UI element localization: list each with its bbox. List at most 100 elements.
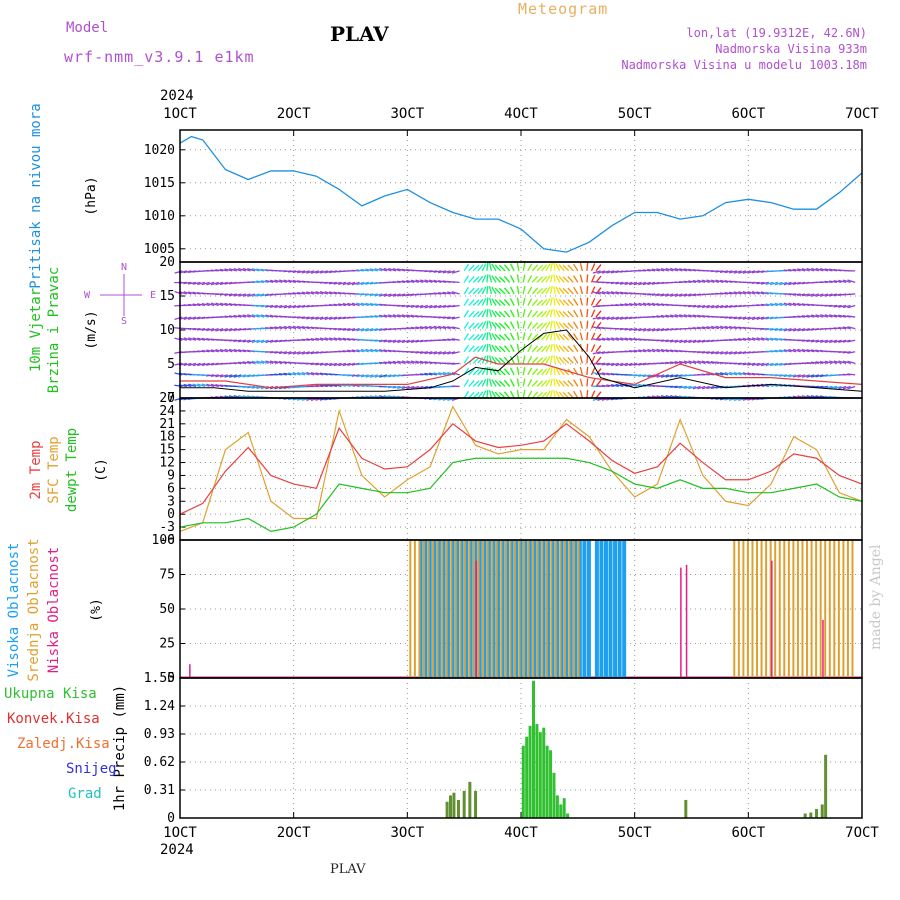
low-cloud-bar	[680, 567, 682, 678]
wind-barb	[706, 304, 715, 309]
wind-barb	[720, 325, 729, 330]
wind-barb	[601, 337, 610, 341]
wind-barb	[706, 351, 715, 355]
wind-barb	[801, 315, 810, 318]
wind-barb	[174, 337, 183, 341]
wind-barb	[820, 339, 829, 343]
pressure-title: Pritisak na nivou mora	[28, 103, 44, 288]
wind-barb	[477, 322, 484, 330]
y-tick-label: 10	[159, 323, 175, 338]
wind-barb	[301, 351, 310, 355]
wind-barb	[256, 339, 265, 344]
wind-barb	[197, 362, 206, 367]
wind-barb	[647, 268, 656, 272]
wind-barb	[760, 281, 769, 285]
mid-cloud-bar	[778, 540, 781, 678]
wind-barb	[624, 327, 633, 331]
wind-barb	[629, 302, 638, 307]
wind-barb	[324, 270, 333, 274]
wind-barb	[333, 316, 342, 320]
wind-barb	[378, 328, 388, 332]
high-cloud-bar	[608, 540, 613, 678]
wind-barb	[522, 320, 526, 329]
wind-barb	[842, 360, 851, 364]
mid-cloud-bar	[418, 540, 421, 678]
wind-barb	[351, 328, 360, 332]
wind-barb	[392, 360, 401, 364]
wind-barb	[549, 355, 553, 364]
wind-barb	[477, 310, 484, 318]
wind-barb	[429, 351, 438, 355]
y-tick-label: 0	[167, 391, 175, 406]
wind-barb	[351, 281, 360, 286]
wind-barb	[265, 339, 274, 344]
wind-barb	[174, 270, 183, 274]
wind-barb	[333, 291, 342, 295]
wind-barb	[742, 372, 751, 376]
wind-barb	[387, 385, 397, 389]
wind-barb	[228, 293, 237, 297]
wind-barb	[810, 385, 819, 388]
wind-barb	[660, 293, 669, 297]
wind-barb	[540, 356, 548, 364]
wind-barb	[201, 337, 210, 341]
wind-barb	[351, 302, 360, 307]
wind-barb	[360, 328, 369, 332]
wind-barb	[328, 270, 338, 274]
pressure-unit: (hPa)	[84, 176, 99, 215]
mid-cloud-bar	[810, 540, 813, 678]
wind-barb	[579, 320, 584, 329]
wind-barb	[197, 337, 206, 341]
wind-barb	[306, 351, 315, 355]
wind-barb	[498, 299, 506, 306]
wind-barb	[488, 378, 493, 387]
wind-barb	[801, 303, 810, 307]
wind-barb	[531, 379, 539, 387]
wind-barb	[738, 362, 747, 365]
wind-barb	[824, 268, 833, 272]
wind-barb	[494, 345, 502, 353]
wind-barb	[488, 366, 493, 376]
wind-barb	[433, 351, 442, 355]
wind-barb	[815, 385, 824, 389]
wind-barb	[747, 290, 756, 295]
wind-barb	[788, 374, 797, 378]
wind-barb	[549, 390, 553, 399]
wind-barb	[438, 351, 447, 355]
wind-barb	[651, 348, 660, 353]
wind-barb	[797, 293, 806, 297]
wind-barb	[192, 383, 201, 388]
wind-barb	[595, 264, 602, 272]
wind-barb	[338, 281, 347, 286]
wind-barb	[486, 320, 489, 329]
wind-barb	[669, 361, 678, 364]
wind-barb	[540, 391, 548, 399]
wind-barb	[536, 322, 544, 330]
wind-barb	[558, 345, 565, 353]
wind-barb	[829, 280, 838, 284]
wind-barb	[592, 270, 601, 274]
wind-barb	[415, 326, 424, 330]
wind-barb	[692, 314, 701, 318]
wind-barb	[606, 270, 615, 274]
wind-barb	[503, 322, 511, 330]
wind-barb	[491, 379, 497, 387]
wind-barb	[586, 285, 589, 295]
wind-barb	[733, 316, 742, 320]
wind-barb	[351, 374, 360, 377]
wind-barb	[729, 304, 738, 308]
wind-barb	[536, 287, 544, 295]
wind-barb	[242, 349, 251, 353]
wind-barb	[447, 371, 456, 376]
wind-barb	[424, 372, 433, 376]
wind-barb	[256, 314, 265, 318]
wind-barb	[315, 372, 324, 376]
high-cloud-bar	[418, 540, 423, 678]
high-cloud-bar	[577, 540, 582, 678]
wind-barb	[558, 310, 565, 318]
wind-barb	[829, 293, 838, 297]
wind-barb	[624, 281, 633, 286]
y-tick-label: 27	[159, 391, 175, 406]
wind-barb	[633, 374, 642, 377]
wind-barb	[724, 371, 733, 376]
